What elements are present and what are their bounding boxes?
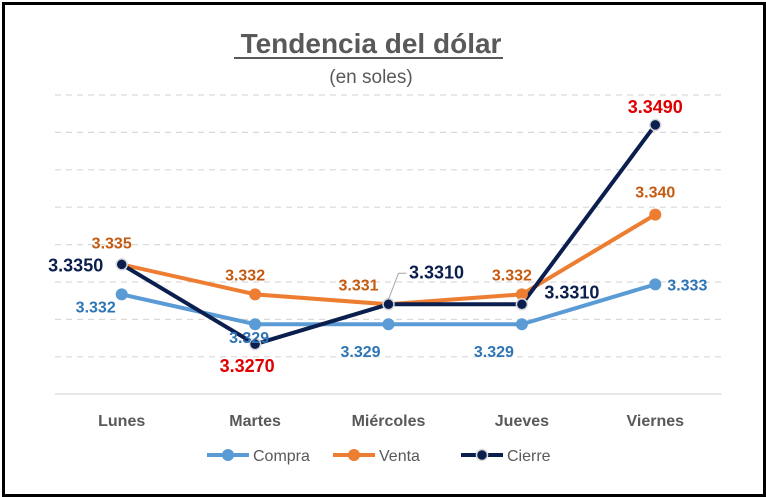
leader-line: [388, 272, 407, 300]
data-label-cierre: 3.3310: [544, 282, 599, 302]
data-label-cierre: 3.3270: [220, 356, 275, 376]
series-line-cierre: [119, 122, 658, 347]
data-label-venta: 3.332: [492, 267, 532, 284]
data-point-compra: [649, 278, 662, 291]
data-point-venta: [515, 288, 528, 301]
gridlines: [55, 94, 722, 358]
x-axis-ticks: Lunes Martes Miércoles Jueves Viernes: [98, 413, 684, 430]
legend-label-cierre: Cierre: [507, 448, 551, 465]
data-label-venta: 3.340: [635, 185, 675, 202]
data-point-compra: [515, 318, 528, 331]
chart-subtitle: (en soles): [329, 67, 412, 88]
data-label-compra: 3.329: [340, 344, 380, 361]
legend-label-compra: Compra: [253, 448, 310, 465]
chart-title: Tendencia del dólar: [241, 28, 502, 59]
data-label-compra: 3.329: [474, 344, 514, 361]
data-label-cierre: 3.3490: [628, 97, 683, 117]
data-label-cierre: 3.3310: [409, 262, 464, 282]
x-tick-label: Jueves: [495, 413, 549, 430]
legend-label-venta: Venta: [379, 448, 420, 465]
data-label-compra: 3.329: [229, 330, 269, 347]
legend-marker-cierre: [475, 448, 489, 462]
data-point-venta: [249, 288, 262, 301]
line-chart: Tendencia del dólar (en soles) Lunes Mart…: [48, 28, 722, 465]
data-label-compra: 3.333: [667, 277, 707, 294]
data-point-cierre: [649, 118, 662, 132]
data-label-venta: 3.332: [225, 267, 265, 284]
x-tick-label: Lunes: [98, 413, 145, 430]
data-point-cierre: [115, 258, 128, 271]
leader-lines: [388, 272, 407, 300]
data-point-compra: [115, 288, 128, 301]
data-point-compra: [249, 318, 262, 331]
x-tick-label: Viernes: [627, 413, 685, 430]
legend-marker-compra: [222, 449, 234, 461]
data-label-venta: 3.335: [92, 235, 132, 252]
x-tick-label: Martes: [229, 413, 281, 430]
data-label-cierre: 3.3350: [48, 255, 103, 275]
data-label-venta: 3.331: [338, 277, 378, 294]
data-point-cierre: [382, 298, 395, 311]
data-point-cierre: [248, 337, 262, 351]
data-label-compra: 3.332: [76, 299, 116, 316]
data-point-cierre: [515, 298, 529, 311]
legend-marker-venta: [348, 449, 360, 461]
legend: Compra Venta Cierre: [207, 448, 551, 465]
series: [115, 118, 662, 351]
x-tick-label: Miércoles: [352, 413, 426, 430]
data-point-venta: [649, 208, 662, 221]
data-labels: 3.332 3.329 3.329 3.329 3.333 3.335 3.332 3.331…: [48, 97, 707, 376]
data-point-compra: [382, 318, 395, 331]
